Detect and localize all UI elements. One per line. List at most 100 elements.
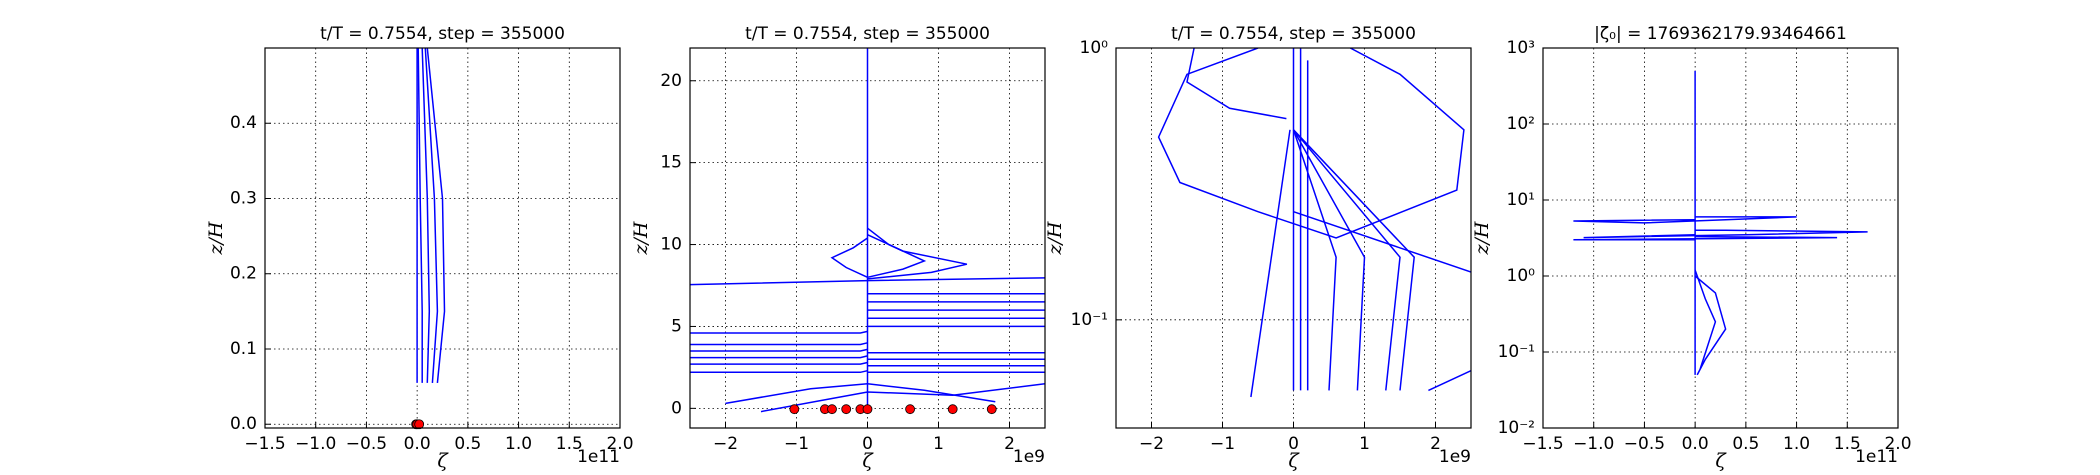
x-axis-label: ζ — [862, 450, 874, 472]
y-tick-label: 20 — [660, 71, 682, 91]
x-tick-label: 0.5 — [1732, 434, 1759, 454]
x-tick-label: 1.0 — [505, 434, 532, 454]
line — [1428, 370, 1471, 392]
y-axis-label: z/H — [1471, 221, 1493, 255]
y-tick-label: 0.0 — [230, 414, 257, 434]
line — [417, 48, 423, 383]
plot-area — [416, 48, 446, 383]
x-tick-label: −2 — [713, 434, 738, 454]
line — [1250, 129, 1291, 398]
x-tick-label: 1 — [933, 434, 944, 454]
line — [1292, 129, 1401, 391]
x-tick-label: 0.0 — [404, 434, 431, 454]
y-tick-label: 10⁰ — [1507, 266, 1536, 286]
line — [421, 48, 431, 383]
line — [867, 234, 968, 280]
x-axis-label: ζ — [1715, 450, 1727, 472]
panel: −2 −1 0 1 2 10⁻¹ 10⁰ t/T = 0.7554, step = 35500… — [1044, 24, 1472, 472]
panel: −1.5 −1.0 −0.5 0.0 0.5 1.0 1.5 2.0 10⁻² 10⁻¹ 10⁰ 10… — [1471, 24, 1912, 472]
chart-title: t/T = 0.7554, step = 355000 — [320, 24, 565, 44]
line — [1292, 129, 1415, 391]
x-tick-label: 1.5 — [1834, 434, 1861, 454]
x-offset-label: 1e9 — [1439, 447, 1471, 467]
y-tick-label: 10⁻² — [1498, 418, 1535, 438]
line — [1292, 129, 1366, 391]
x-tick-label: −1 — [784, 434, 809, 454]
line — [1293, 210, 1471, 273]
line — [1694, 275, 1727, 376]
x-tick-label: 2 — [1004, 434, 1015, 454]
plot-area — [690, 48, 1045, 413]
x-tick-label: 0.0 — [1682, 434, 1709, 454]
x-axis-label: ζ — [437, 450, 449, 472]
line — [690, 342, 868, 346]
point — [905, 404, 915, 415]
axes-frame — [264, 47, 621, 429]
line — [426, 48, 446, 383]
line — [760, 383, 1045, 413]
chart-title: |ζ₀| = 1769362179.93464661 — [1594, 24, 1847, 44]
x-offset-label: 1e11 — [1855, 447, 1898, 467]
line — [1573, 235, 1838, 241]
point — [789, 404, 800, 415]
line — [1157, 48, 1465, 239]
axes-frame — [689, 47, 1046, 429]
y-axis-label: z/H — [205, 221, 227, 255]
line — [690, 355, 868, 359]
panel: −1.5 −1.0 −0.5 0.0 0.5 1.0 1.5 2.0 0.0 0.1 0.2 0.3 0… — [205, 24, 634, 472]
line — [725, 383, 996, 405]
y-tick-label: 0 — [671, 398, 682, 418]
line — [690, 330, 868, 334]
y-tick-label: 5 — [671, 316, 682, 336]
point — [947, 404, 958, 415]
x-tick-label: −1.0 — [295, 434, 336, 454]
y-tick-label: 10³ — [1507, 38, 1535, 58]
x-axis-label: ζ — [1288, 450, 1300, 472]
y-tick-label: 0.4 — [230, 113, 257, 133]
y-tick-label: 10¹ — [1507, 190, 1535, 210]
point — [862, 404, 873, 415]
line — [690, 369, 868, 374]
line — [1292, 129, 1337, 391]
y-tick-label: 0.1 — [230, 339, 257, 359]
point — [414, 419, 425, 430]
axes-frame — [1542, 47, 1899, 429]
y-tick-label: 10⁻¹ — [1498, 342, 1535, 362]
x-tick-label: 1 — [1359, 434, 1370, 454]
line — [1573, 216, 1797, 224]
y-tick-label: 10² — [1507, 114, 1535, 134]
line — [830, 237, 868, 278]
x-tick-label: 2.0 — [606, 434, 633, 454]
line — [690, 361, 868, 365]
plot-area — [1573, 70, 1868, 376]
x-tick-label: 1.0 — [1783, 434, 1810, 454]
point — [841, 404, 852, 415]
y-tick-label: 0.3 — [230, 188, 257, 208]
x-offset-label: 1e9 — [1013, 447, 1045, 467]
y-axis-label: z/H — [1044, 221, 1066, 255]
chart-title: t/T = 0.7554, step = 355000 — [1171, 24, 1416, 44]
x-tick-label: −1.5 — [244, 434, 285, 454]
line — [867, 227, 927, 279]
x-tick-label: −1 — [1210, 434, 1235, 454]
chart-title: t/T = 0.7554, step = 355000 — [745, 24, 990, 44]
x-tick-label: −1.5 — [1522, 434, 1563, 454]
x-tick-label: 0 — [1288, 434, 1299, 454]
y-tick-label: 10 — [660, 235, 682, 255]
x-tick-label: 2.0 — [1884, 434, 1911, 454]
x-tick-label: −0.5 — [1624, 434, 1665, 454]
line — [424, 48, 439, 383]
y-axis-label: z/H — [630, 221, 652, 255]
point — [827, 404, 837, 415]
x-tick-label: −1.0 — [1573, 434, 1614, 454]
x-offset-label: 1e11 — [577, 447, 620, 467]
y-tick-label: 0.2 — [230, 264, 257, 284]
y-tick-label: 10⁻¹ — [1071, 310, 1108, 330]
x-tick-label: 2 — [1430, 434, 1441, 454]
point — [986, 404, 997, 415]
x-tick-label: −0.5 — [346, 434, 387, 454]
line — [690, 348, 868, 352]
